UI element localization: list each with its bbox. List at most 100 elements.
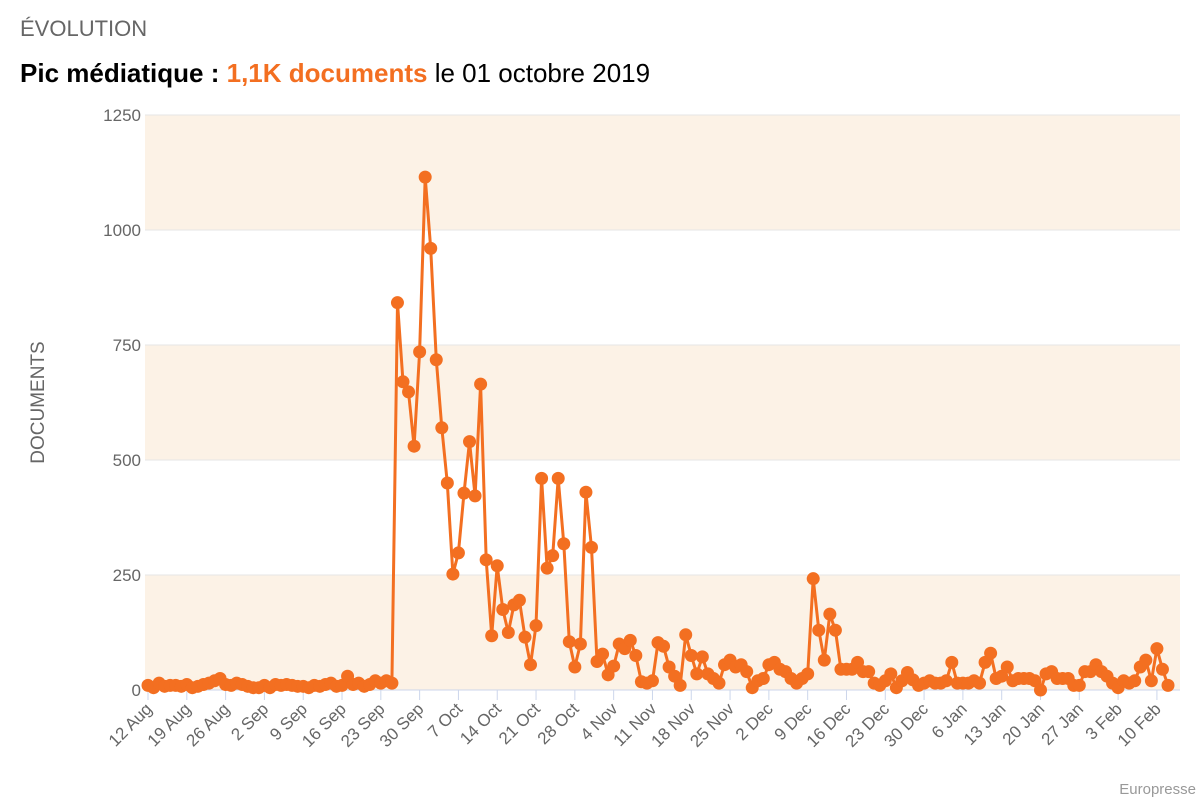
plot-band [145,345,1180,460]
data-point [413,345,427,359]
data-point [440,476,454,490]
x-tick-label: 30 Sep [376,699,428,751]
data-point [623,633,637,647]
x-tick-label: 25 Nov [686,699,738,751]
data-point [1161,678,1175,692]
data-point [806,572,820,586]
data-point [1034,683,1047,697]
data-point [557,537,571,551]
data-point [1155,662,1169,676]
data-point [451,546,465,560]
data-point [418,170,432,184]
data-point [823,607,837,621]
data-point [1144,674,1158,688]
data-point [402,385,416,399]
x-tick-label: 21 Oct [495,699,544,748]
y-tick-label: 250 [113,566,141,585]
data-point [973,676,987,690]
x-tick-label: 2 Dec [732,699,777,744]
data-point [657,639,671,653]
chart-title: Pic médiatique : 1,1K documents le 01 oc… [20,58,650,89]
data-point [485,629,499,643]
data-point [562,635,576,649]
data-point [424,241,438,255]
data-point [540,561,554,575]
data-point [429,353,443,367]
data-point [468,489,482,503]
data-point [596,647,610,661]
data-point [579,485,593,499]
data-point [740,665,754,679]
x-tick-label: 27 Jan [1038,699,1088,749]
y-axis-label: DOCUMENTS [28,341,49,463]
title-suffix: le 01 octobre 2019 [434,58,651,88]
data-point [1139,653,1153,667]
y-tick-label: 750 [113,336,141,355]
data-point [756,672,770,685]
data-point [584,540,598,554]
data-point [457,486,471,500]
y-tick-label: 1250 [103,106,141,125]
data-point [645,674,659,688]
data-point [390,296,404,310]
data-point [945,655,959,669]
data-point [690,667,704,681]
data-point [529,619,543,633]
data-point [407,439,421,453]
y-tick-label: 500 [113,451,141,470]
data-point [551,471,565,485]
data-point [679,628,693,642]
data-point [862,665,876,679]
x-tick-label: 26 Aug [183,699,234,750]
title-highlight: 1,1K documents [226,58,428,88]
data-point [546,549,560,563]
data-point [684,649,698,662]
data-point [828,623,842,637]
data-point [1150,642,1164,656]
data-point [524,658,537,672]
data-point [884,667,898,681]
data-point [385,676,399,690]
data-point [512,593,526,607]
data-point [518,630,532,644]
data-point [435,421,449,435]
x-tick-label: 2 Sep [227,699,272,744]
data-point [607,659,621,673]
data-point [939,674,953,688]
data-point [463,435,477,449]
data-point [984,646,998,660]
x-tick-label: 10 Feb [1114,699,1165,750]
x-tick-label: 14 Oct [456,699,505,748]
y-tick-label: 0 [132,681,141,700]
data-point [1000,660,1014,674]
data-point [490,559,504,573]
data-point [629,649,643,662]
data-point [812,623,826,637]
data-point [573,637,587,651]
x-tick-label: 20 Jan [999,699,1049,749]
source-credit: Europresse [1119,781,1196,798]
data-point [712,676,726,690]
data-point [817,653,831,667]
data-point [801,667,815,681]
title-prefix: Pic médiatique : [20,58,220,88]
y-tick-label: 1000 [103,221,141,240]
data-point [695,650,709,664]
x-tick-label: 13 Jan [960,699,1010,749]
data-point [396,375,410,389]
data-point [496,603,510,616]
data-point [479,553,493,567]
plot-band [145,115,1180,230]
section-header: ÉVOLUTION [20,16,148,41]
data-point [568,660,582,674]
data-point [673,678,687,692]
data-point [474,377,488,391]
data-point [535,471,549,485]
data-point [501,626,515,639]
data-point [446,567,460,581]
data-point [1072,678,1086,692]
x-tick-label: 28 Oct [534,699,583,748]
data-point [1128,674,1142,688]
